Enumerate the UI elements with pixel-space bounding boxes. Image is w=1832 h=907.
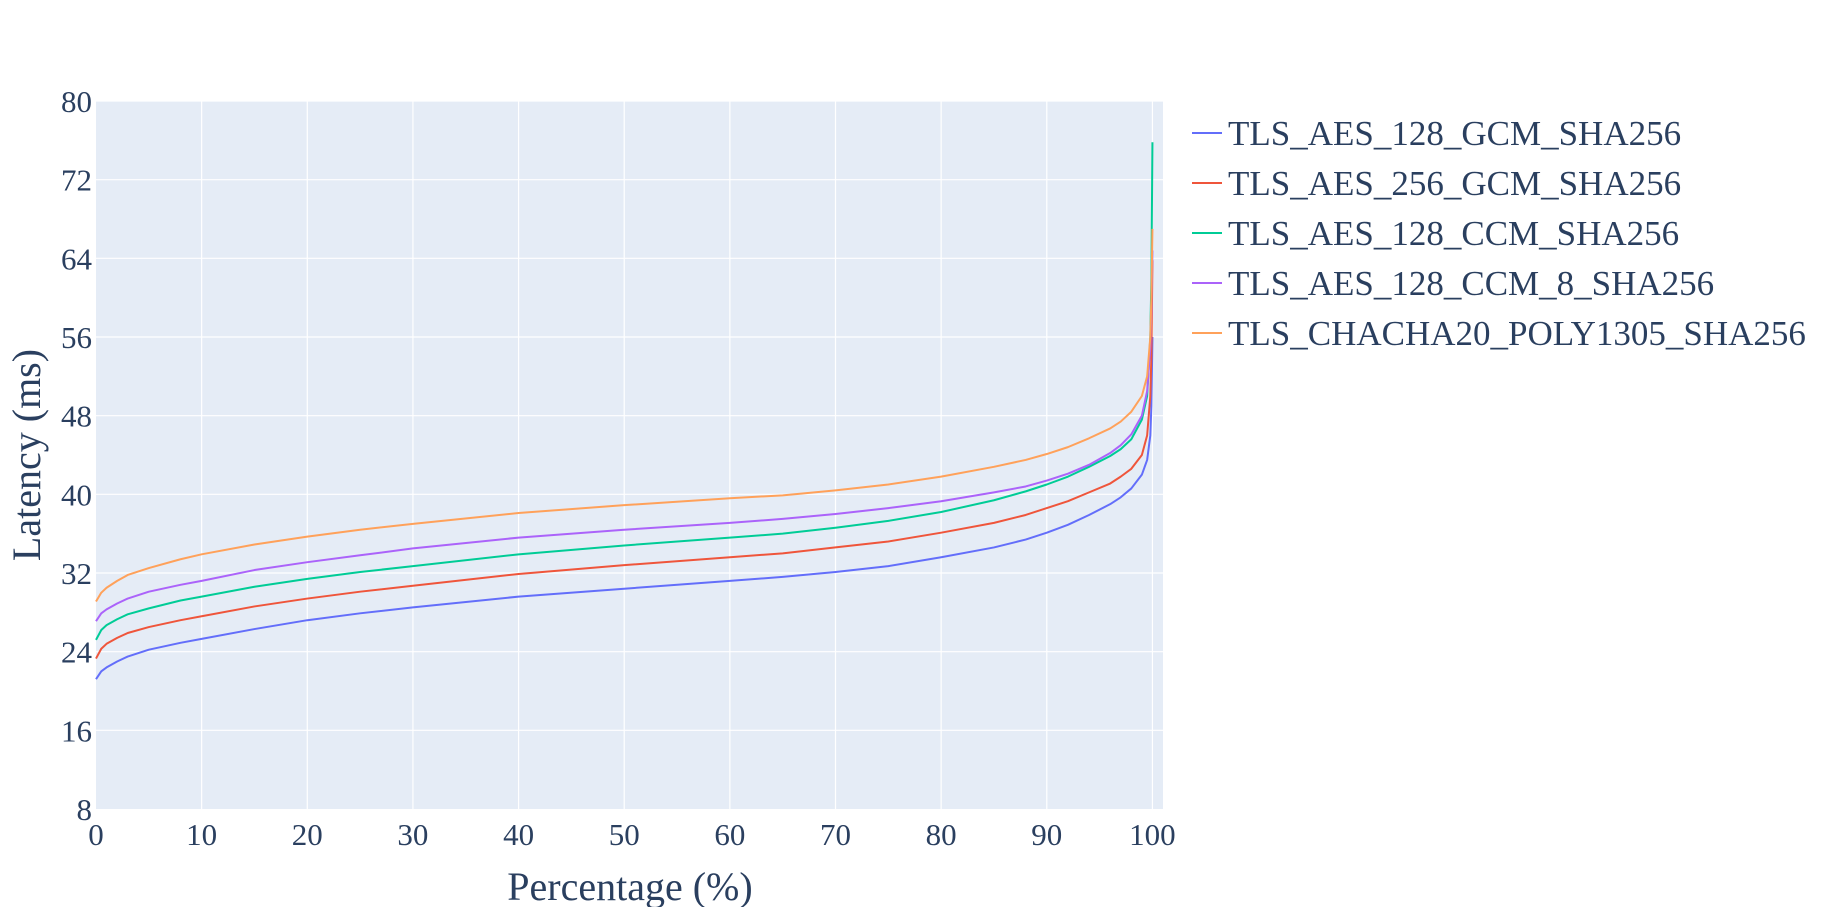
x-tick-label: 100 bbox=[1129, 817, 1176, 852]
x-tick-label: 30 bbox=[397, 817, 428, 852]
legend-item[interactable]: TLS_AES_128_GCM_SHA256 bbox=[1192, 114, 1681, 153]
y-tick-label: 64 bbox=[61, 241, 93, 276]
y-tick-label: 32 bbox=[61, 556, 92, 591]
x-tick-label: 80 bbox=[926, 817, 957, 852]
series-line-tls-chacha20-poly1305-sha256 bbox=[95, 228, 1154, 603]
y-tick-label: 80 bbox=[61, 84, 92, 119]
y-tick-label: 56 bbox=[61, 320, 92, 355]
y-tick-label: 48 bbox=[61, 399, 92, 434]
x-tick-labels: 0 10 20 30 40 50 60 70 80 90 100 bbox=[88, 817, 1175, 852]
legend: TLS_AES_128_GCM_SHA256 TLS_AES_256_GCM_SH… bbox=[1192, 114, 1806, 353]
series-line-tls-aes-128-ccm-8-sha256 bbox=[95, 250, 1154, 622]
legend-item[interactable]: TLS_AES_128_CCM_SHA256 bbox=[1192, 214, 1679, 253]
legend-item[interactable]: TLS_CHACHA20_POLY1305_SHA256 bbox=[1192, 314, 1806, 353]
y-tick-label: 16 bbox=[61, 713, 92, 748]
y-tick-label: 72 bbox=[61, 163, 92, 198]
x-tick-label: 60 bbox=[714, 817, 745, 852]
legend-label: TLS_AES_256_GCM_SHA256 bbox=[1228, 164, 1681, 203]
series-layer bbox=[95, 142, 1154, 680]
x-axis-title: Percentage (%) bbox=[507, 864, 752, 907]
x-tick-label: 90 bbox=[1031, 817, 1062, 852]
series-line-tls-aes-128-ccm-sha256 bbox=[95, 142, 1154, 641]
x-tick-label: 50 bbox=[609, 817, 640, 852]
legend-item[interactable]: TLS_AES_256_GCM_SHA256 bbox=[1192, 164, 1681, 203]
x-tick-label: 0 bbox=[88, 817, 104, 852]
y-axis-title: Latency (ms) bbox=[4, 349, 49, 561]
plot-background bbox=[96, 101, 1163, 809]
series-line-tls-aes-256-gcm-sha256 bbox=[95, 260, 1154, 660]
x-tick-label: 20 bbox=[292, 817, 323, 852]
legend-label: TLS_AES_128_CCM_8_SHA256 bbox=[1228, 264, 1714, 303]
y-tick-label: 24 bbox=[61, 635, 93, 670]
x-tick-label: 10 bbox=[186, 817, 217, 852]
legend-item[interactable]: TLS_AES_128_CCM_8_SHA256 bbox=[1192, 264, 1714, 303]
legend-label: TLS_CHACHA20_POLY1305_SHA256 bbox=[1228, 314, 1806, 353]
x-tick-label: 70 bbox=[820, 817, 851, 852]
series-line-tls-aes-128-gcm-sha256 bbox=[95, 336, 1154, 680]
legend-label: TLS_AES_128_GCM_SHA256 bbox=[1228, 114, 1681, 153]
y-tick-label: 40 bbox=[61, 477, 92, 512]
y-tick-labels: 8 16 24 32 40 48 56 64 72 80 bbox=[61, 84, 93, 827]
x-tick-label: 40 bbox=[503, 817, 534, 852]
y-tick-label: 8 bbox=[77, 792, 93, 827]
legend-label: TLS_AES_128_CCM_SHA256 bbox=[1228, 214, 1679, 253]
